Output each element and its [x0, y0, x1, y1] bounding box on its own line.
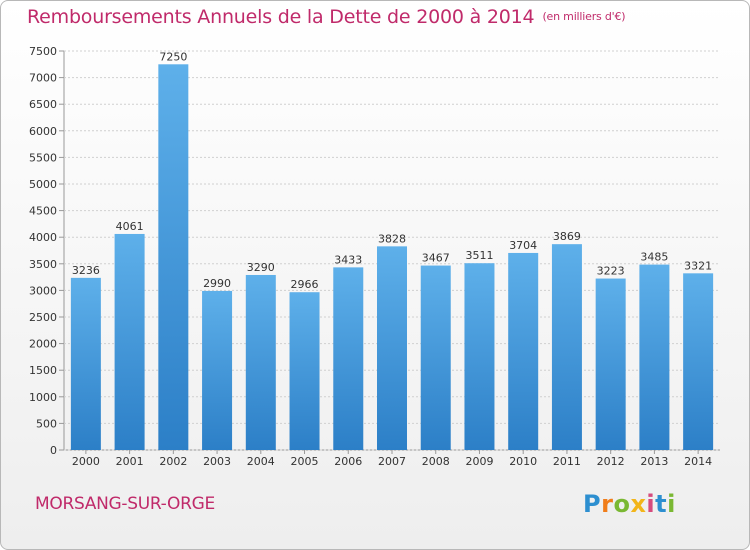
- y-tick-label: 7000: [29, 72, 57, 85]
- y-tick-label: 0: [50, 444, 57, 457]
- y-tick-label: 4500: [29, 205, 57, 218]
- bar: [551, 244, 582, 450]
- bar: [289, 292, 320, 450]
- city-name: MORSANG-SUR-ORGE: [35, 494, 215, 514]
- y-tick-label: 7500: [29, 45, 57, 58]
- bar: [333, 267, 364, 450]
- y-tick-label: 1500: [29, 364, 57, 377]
- bar: [464, 263, 495, 450]
- x-tick-label: 2011: [553, 455, 581, 468]
- bars: 3236 4061 7250 2990 3290 2966 3433 3828 3467 3511…: [70, 50, 714, 451]
- x-tick-label: 2007: [378, 455, 406, 468]
- x-tick-label: 2004: [247, 455, 275, 468]
- data-label: 2966: [291, 278, 319, 291]
- data-label: 3828: [378, 232, 406, 245]
- proxiti-logo: Proxiti: [583, 490, 676, 518]
- y-tick-label: 2500: [29, 311, 57, 324]
- chart-title: Remboursements Annuels de la Dette de 20…: [27, 6, 626, 28]
- y-axis: 0 500 1000 1500 2000 2500 3000 3500 4000 4500 5000…: [29, 45, 64, 457]
- x-tick-label: 2013: [640, 455, 668, 468]
- x-tick-label: 2005: [291, 455, 319, 468]
- bar: [508, 252, 539, 450]
- x-tick-label: 2006: [334, 455, 362, 468]
- data-label: 3433: [334, 253, 362, 266]
- data-label: 2990: [203, 277, 231, 290]
- bar: [70, 277, 101, 450]
- x-tick-label: 2003: [203, 455, 231, 468]
- y-tick-label: 2000: [29, 338, 57, 351]
- bar: [639, 264, 670, 450]
- x-axis: 2000 2001 2002 2003 2004 2005 2006 2007 2008 2009…: [72, 450, 712, 468]
- x-tick-label: 2014: [684, 455, 712, 468]
- y-tick-label: 6500: [29, 98, 57, 111]
- x-tick-label: 2010: [509, 455, 537, 468]
- y-tick-label: 5500: [29, 151, 57, 164]
- y-tick-label: 1000: [29, 391, 57, 404]
- y-tick-label: 6000: [29, 125, 57, 138]
- chart-subtitle: (en milliers d'€): [542, 10, 626, 23]
- bar: [683, 273, 714, 450]
- x-tick-label: 2002: [159, 455, 187, 468]
- data-label: 3321: [684, 259, 712, 272]
- bar: [158, 64, 189, 451]
- bar: [202, 290, 233, 450]
- data-label: 3290: [247, 261, 275, 274]
- data-label: 4061: [116, 220, 144, 233]
- data-label: 3236: [72, 264, 100, 277]
- x-tick-label: 2012: [597, 455, 625, 468]
- bar: [377, 246, 407, 450]
- y-tick-label: 5000: [29, 178, 57, 191]
- y-tick-label: 3000: [29, 284, 57, 297]
- bar: [420, 265, 451, 450]
- y-tick-label: 4000: [29, 231, 57, 244]
- data-label: 3511: [465, 249, 493, 262]
- data-label: 3704: [509, 239, 537, 252]
- data-label: 3869: [553, 230, 581, 243]
- bar: [595, 278, 626, 450]
- x-tick-label: 2001: [116, 455, 144, 468]
- y-tick-label: 3500: [29, 258, 57, 271]
- x-tick-label: 2008: [422, 455, 450, 468]
- chart-title-text: Remboursements Annuels de la Dette de 20…: [27, 6, 535, 28]
- bar: [245, 274, 276, 450]
- data-label: 3467: [422, 252, 450, 265]
- x-tick-label: 2009: [465, 455, 493, 468]
- data-label: 7250: [159, 50, 187, 63]
- x-tick-label: 2000: [72, 455, 100, 468]
- data-label: 3485: [640, 251, 668, 264]
- bar: [114, 233, 145, 450]
- y-tick-label: 500: [36, 417, 57, 430]
- data-label: 3223: [597, 265, 625, 278]
